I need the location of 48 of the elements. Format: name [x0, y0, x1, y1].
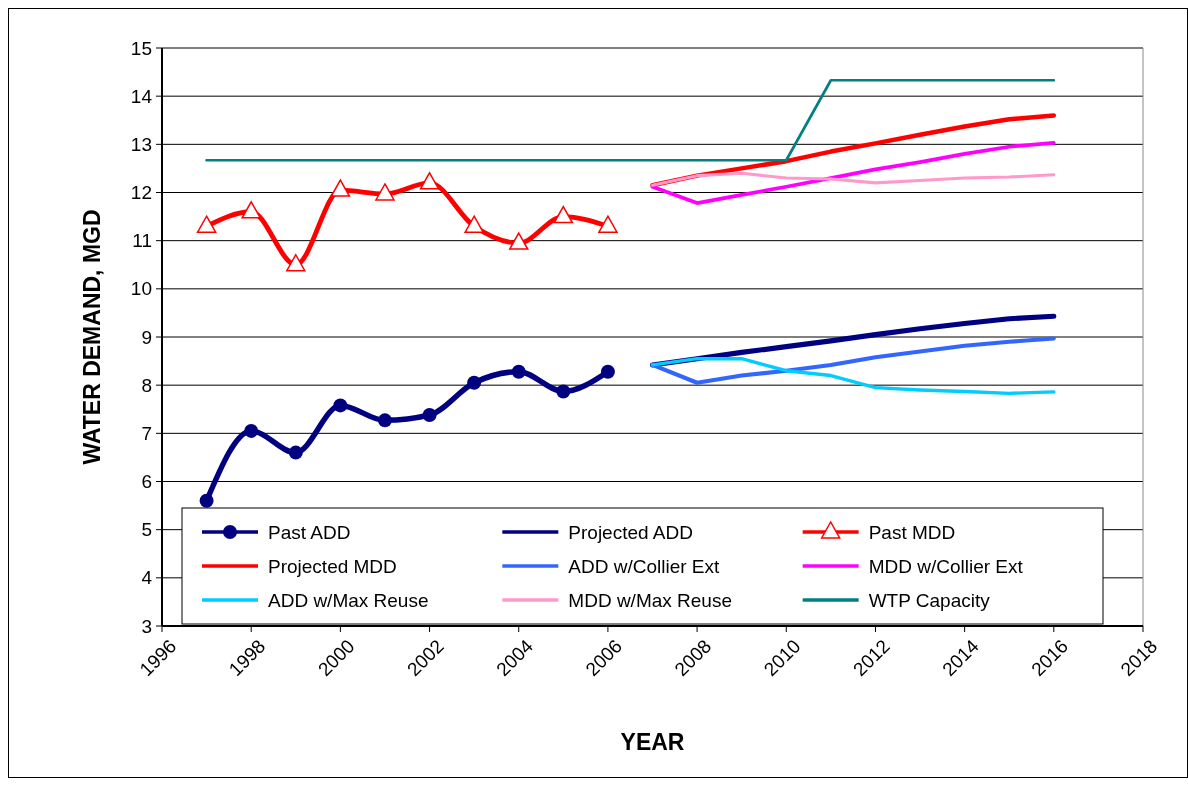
point	[419, 172, 440, 190]
line-series	[650, 171, 1056, 187]
point	[598, 215, 618, 233]
point	[556, 384, 571, 399]
point	[288, 445, 303, 460]
point	[241, 201, 261, 219]
point	[196, 215, 217, 233]
point	[377, 413, 392, 428]
y-tick-label: 8	[141, 374, 152, 396]
y-tick-label: 7	[141, 422, 152, 444]
point	[464, 215, 484, 233]
y-tick-label: 4	[141, 567, 153, 589]
point	[333, 398, 348, 413]
y-tick-label: 14	[130, 85, 153, 107]
legend-label: WTP Capacity	[868, 589, 991, 611]
legend-label: ADD w/Max Reuse	[268, 589, 429, 611]
y-axis-title: WATER DEMAND, MGD	[79, 209, 105, 465]
point	[422, 408, 437, 423]
point	[508, 232, 529, 250]
point	[286, 254, 306, 272]
y-tick-label: 15	[130, 37, 152, 59]
legend-label: MDD w/Max Reuse	[568, 589, 732, 611]
point	[511, 364, 526, 379]
point	[199, 493, 214, 508]
point	[375, 183, 395, 201]
y-tick-label: 5	[141, 519, 152, 541]
y-tick-label: 9	[141, 326, 152, 348]
y-tick-label: 10	[130, 278, 152, 300]
legend-label: Projected ADD	[568, 521, 693, 543]
y-tick-label: 11	[132, 230, 152, 252]
line-series	[650, 141, 1056, 205]
legend-label: ADD w/Collier Ext	[568, 555, 721, 577]
x-axis-title: YEAR	[620, 729, 685, 755]
point	[467, 375, 482, 390]
point	[600, 364, 615, 379]
point	[330, 179, 351, 197]
point	[244, 423, 259, 438]
legend-label: Projected MDD	[268, 555, 397, 577]
legend-label: Past MDD	[868, 521, 956, 543]
legend-label: MDD w/Collier Ext	[868, 555, 1024, 577]
legend-label: Past ADD	[268, 521, 351, 543]
point	[553, 205, 574, 224]
y-tick-label: 13	[130, 133, 152, 155]
y-tick-label: 6	[141, 471, 152, 493]
line-series	[650, 356, 1056, 396]
line-series	[650, 336, 1056, 385]
y-tick-label: 12	[130, 182, 152, 204]
y-tick-label: 3	[141, 615, 152, 637]
